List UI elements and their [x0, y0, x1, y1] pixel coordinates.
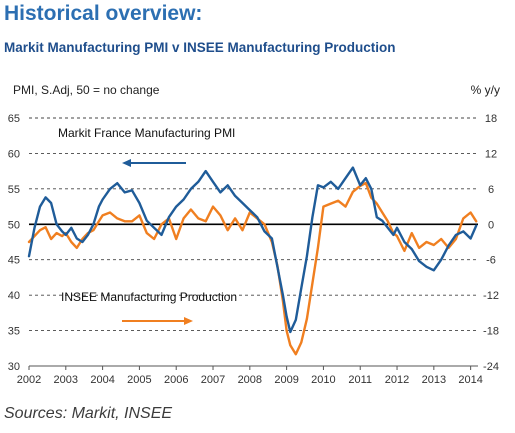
- x-tick-label: 2014: [458, 374, 482, 386]
- right-tick-label: -6: [486, 255, 496, 267]
- left-tick-label: 65: [8, 113, 20, 125]
- x-tick-label: 2006: [164, 374, 188, 386]
- source-note: Sources: Markit, INSEE: [4, 405, 173, 422]
- x-tick-label: 2009: [274, 374, 298, 386]
- left-tick-label: 45: [8, 255, 20, 267]
- left-tick-label: 60: [8, 148, 20, 160]
- right-tick-label: -12: [483, 290, 499, 302]
- left-axis-label: PMI, S.Adj, 50 = no change: [13, 83, 160, 97]
- x-tick-label: 2004: [90, 374, 114, 386]
- production-arrow-head-icon: [184, 317, 193, 325]
- x-tick-label: 2013: [422, 374, 446, 386]
- left-tick-label: 55: [8, 184, 20, 196]
- x-tick-label: 2005: [127, 374, 151, 386]
- axis-layer: 30 35 40 45 50 55 60 65 -24 -18 -12 -6 0 6 12 18 2002 200…: [8, 113, 499, 386]
- pmi-annotation: Markit France Manufacturing PMI: [58, 126, 235, 140]
- production-annotation: INSEE Manufacturing Production: [61, 290, 237, 304]
- right-tick-label: -18: [483, 326, 499, 338]
- pmi-series-line: [27, 166, 478, 334]
- grid-layer: [29, 117, 478, 332]
- page-title: Historical overview:: [4, 2, 203, 25]
- series-layer: [27, 166, 478, 356]
- annotation-layer: Markit France Manufacturing PMI INSEE Ma…: [58, 126, 237, 325]
- right-axis-label: % y/y: [471, 83, 500, 97]
- left-tick-label: 30: [8, 361, 20, 373]
- left-tick-label: 35: [8, 326, 20, 338]
- chart-subtitle: Markit Manufacturing PMI v INSEE Manufac…: [4, 40, 396, 55]
- production-series-line: [27, 181, 478, 356]
- x-tick-label: 2003: [54, 374, 78, 386]
- x-tick-label: 2008: [238, 374, 262, 386]
- right-tick-label: 0: [488, 219, 494, 231]
- pmi-arrow-head-icon: [122, 159, 131, 167]
- x-tick-label: 2012: [385, 374, 409, 386]
- right-tick-label: 6: [488, 184, 494, 196]
- x-tick-label: 2011: [348, 374, 372, 386]
- left-tick-label: 50: [8, 219, 20, 231]
- right-tick-label: 12: [485, 148, 497, 160]
- left-tick-label: 40: [8, 290, 20, 302]
- x-tick-label: 2007: [201, 374, 225, 386]
- right-tick-label: -24: [483, 361, 499, 373]
- x-tick-label: 2002: [17, 374, 41, 386]
- right-tick-label: 18: [485, 113, 497, 125]
- x-tick-label: 2010: [311, 374, 335, 386]
